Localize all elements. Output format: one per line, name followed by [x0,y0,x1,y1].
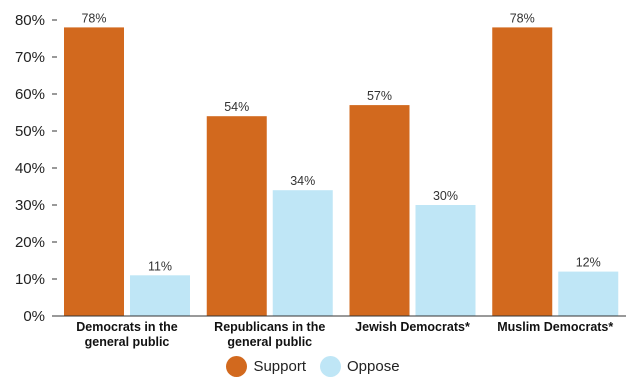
data-label: 11% [148,259,172,273]
y-tick-label: 70% [15,49,45,66]
bar-support [206,116,267,316]
legend-item-oppose: Oppose [320,355,400,377]
category-label: Muslim Democrats* [497,320,613,334]
y-tick-label: 30% [15,197,45,214]
category-label: general public [227,335,312,349]
y-tick-label: 60% [15,86,45,103]
bar-support [349,105,410,316]
y-tick-label: 40% [15,160,45,177]
y-tick-label: 20% [15,234,45,251]
legend: Support Oppose [0,355,626,377]
category-label: general public [85,335,170,349]
bar-oppose [558,271,619,316]
data-label: 78% [81,11,106,25]
bar-chart: 0% 10% 20% 30% 40% 50% 60% 70% 80% 78% 11% 54% 34% 5… [15,11,626,349]
category-label: Jewish Democrats* [355,320,470,334]
data-label: 34% [290,174,315,188]
bar-support [64,27,124,317]
data-label: 30% [433,189,458,203]
y-axis: 0% 10% 20% 30% 40% 50% 60% 70% 80% [15,12,57,325]
legend-item-support: Support [226,355,306,377]
data-label: 78% [510,11,535,25]
bar-oppose [130,275,190,316]
data-labels: 78% 11% 54% 34% 57% 30% 78% 12% [81,11,600,273]
y-tick-label: 80% [15,12,45,29]
data-label: 57% [367,89,392,103]
bar-support [492,27,553,317]
bar-oppose [415,205,476,316]
legend-label-support: Support [253,357,306,375]
y-tick-label: 50% [15,123,45,140]
data-label: 12% [576,256,601,270]
category-label: Republicans in the [214,320,325,334]
data-label: 54% [224,100,249,114]
bars [64,27,619,317]
y-tick-label: 10% [15,271,45,288]
legend-label-oppose: Oppose [347,357,400,375]
oppose-swatch [320,355,341,377]
y-tick-label: 0% [23,308,45,325]
support-swatch [226,355,248,377]
bar-oppose [272,190,333,316]
category-label: Democrats in the [76,320,177,334]
